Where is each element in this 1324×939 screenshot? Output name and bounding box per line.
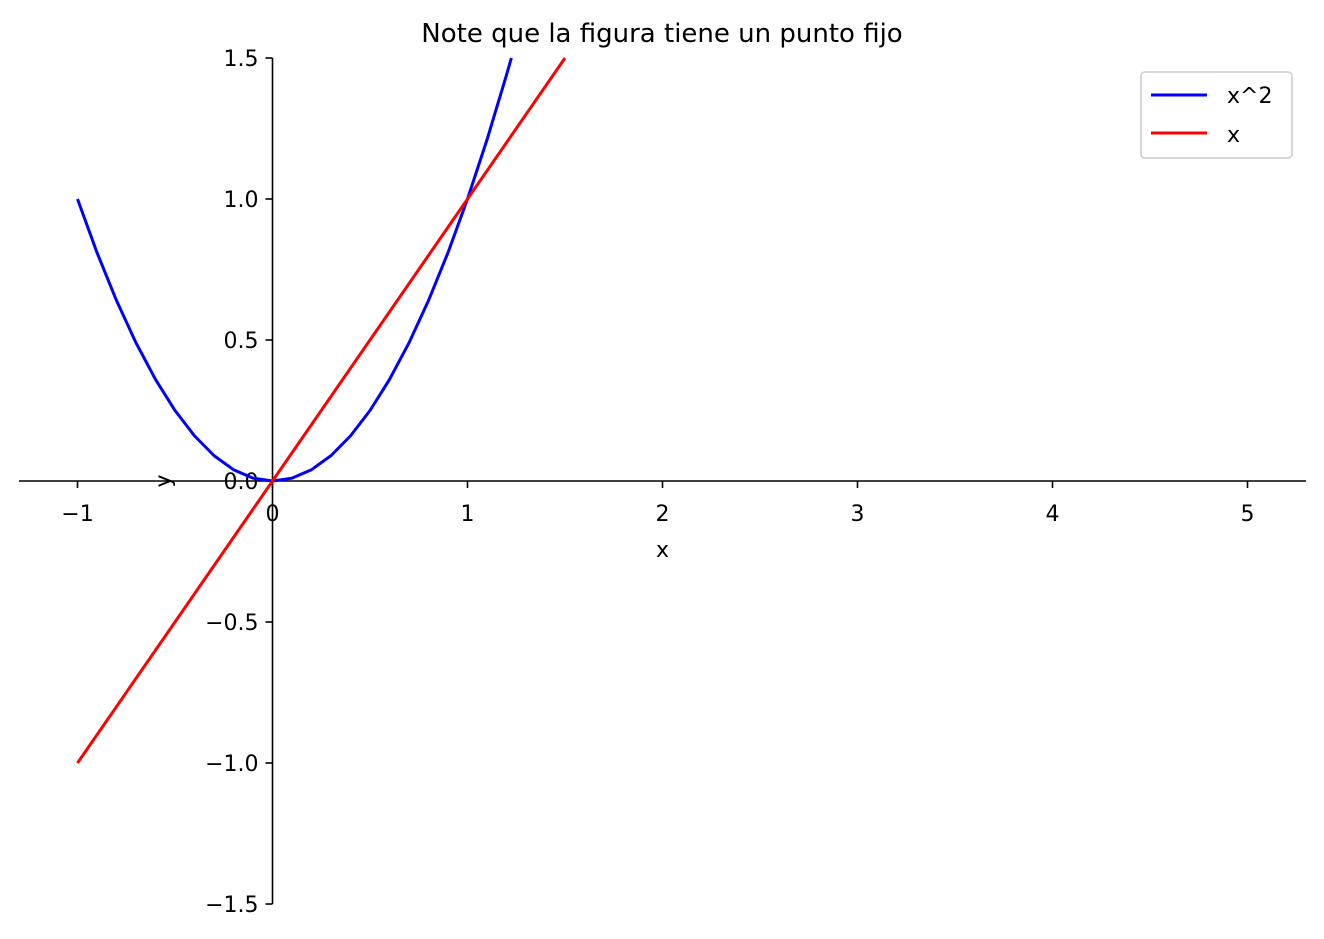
y-axis-title: y bbox=[152, 474, 177, 487]
series-line-x bbox=[76, 57, 567, 764]
x-ticks: −1 0 1 2 3 4 5 bbox=[61, 481, 1255, 527]
y-tick-label: −1.5 bbox=[205, 893, 258, 918]
axes: −1 0 1 2 3 4 5 −1.5−1.0−0.50.00.51.01.5 bbox=[19, 47, 1306, 918]
y-tick-label: −0.5 bbox=[205, 611, 258, 636]
y-tick-label: 1.0 bbox=[224, 188, 259, 213]
x-tick-label: 4 bbox=[1046, 502, 1060, 527]
x-tick-label: 5 bbox=[1241, 502, 1255, 527]
y-ticks: −1.5−1.0−0.50.00.51.01.5 bbox=[205, 47, 273, 918]
legend: x^2 x bbox=[1140, 71, 1293, 159]
chart-title: Note que la figura tiene un punto fijo bbox=[421, 19, 902, 49]
y-tick-label: 0.5 bbox=[224, 329, 259, 354]
x-tick-label: 1 bbox=[461, 502, 475, 527]
x-axis-title: x bbox=[656, 538, 669, 563]
series-layer bbox=[76, 57, 567, 764]
x-tick-label: −1 bbox=[61, 502, 93, 527]
x-tick-label: 2 bbox=[656, 502, 670, 527]
y-tick-label: 1.5 bbox=[224, 47, 259, 72]
y-tick-label: −1.0 bbox=[205, 752, 258, 777]
x-tick-label: 0 bbox=[266, 502, 280, 527]
legend-label-x-squared: x^2 bbox=[1227, 84, 1272, 109]
series-line-x-squared bbox=[76, 57, 513, 483]
x-tick-label: 3 bbox=[851, 502, 865, 527]
legend-label-x: x bbox=[1227, 123, 1240, 148]
